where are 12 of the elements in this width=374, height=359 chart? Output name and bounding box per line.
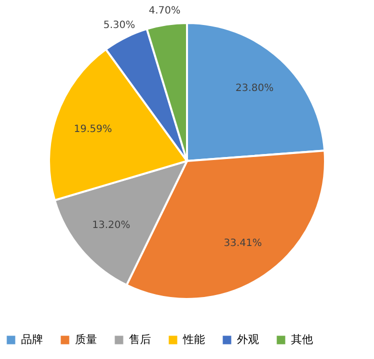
data-label: 5.30% <box>103 20 136 31</box>
data-label: 4.70% <box>148 6 181 17</box>
legend-label: 其他 <box>291 333 313 346</box>
legend-label: 外观 <box>237 333 259 346</box>
legend-label: 质量 <box>75 333 97 346</box>
data-label: 19.59% <box>74 124 112 136</box>
legend-label: 售后 <box>129 333 151 346</box>
legend-label: 品牌 <box>21 333 43 346</box>
data-label: 33.41% <box>224 238 262 250</box>
legend-label: 性能 <box>182 333 205 346</box>
data-label: 23.80% <box>235 83 274 94</box>
data-label: 13.20% <box>92 220 130 232</box>
